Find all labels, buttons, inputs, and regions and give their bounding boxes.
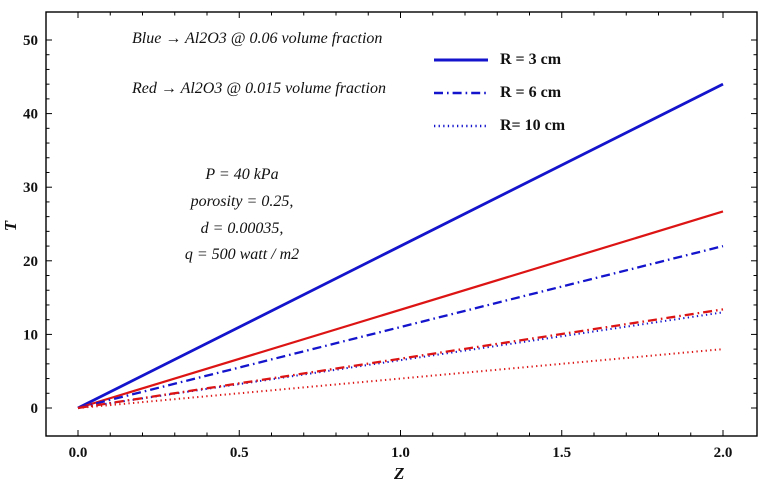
annotation-pressure: P = 40 kPa bbox=[205, 166, 279, 183]
legend-line-dotted-icon bbox=[434, 124, 488, 128]
y-tick-label: 50 bbox=[23, 33, 38, 49]
x-tick-label: 1.5 bbox=[552, 445, 571, 461]
y-tick-label: 40 bbox=[23, 107, 38, 123]
legend: R = 3 cm R = 6 cm R= 10 cm bbox=[432, 51, 566, 134]
plot-frame bbox=[45, 11, 758, 437]
legend-label-r6: R = 6 cm bbox=[500, 84, 562, 101]
x-tick-label: 0.5 bbox=[230, 445, 249, 461]
legend-label-r3: R = 3 cm bbox=[500, 51, 562, 68]
legend-label-r10: R= 10 cm bbox=[500, 117, 566, 134]
series-line-blue-r6-dashdot bbox=[77, 244, 724, 410]
series-line-blue-r3-solid bbox=[77, 82, 724, 410]
x-tick-label: 0.0 bbox=[69, 445, 88, 461]
y-axis-label: T bbox=[1, 220, 21, 232]
legend-item-r6: R = 6 cm bbox=[432, 84, 565, 101]
legend-item-r10: R= 10 cm bbox=[432, 117, 566, 134]
y-tick-label: 20 bbox=[23, 254, 38, 270]
x-tick-label: 2.0 bbox=[714, 445, 733, 461]
legend-item-r3: R = 3 cm bbox=[432, 51, 565, 68]
x-tick-label: 1.0 bbox=[391, 445, 410, 461]
y-tick-label: 30 bbox=[23, 180, 38, 196]
annotation-porosity: porosity = 0.25, bbox=[190, 193, 294, 210]
series-line-red-r6-dashdot bbox=[77, 308, 724, 410]
annotation-heat-flux: q = 500 watt / m2 bbox=[184, 246, 300, 263]
series-line-red-r3-solid bbox=[77, 210, 724, 410]
y-tick-label: 10 bbox=[23, 327, 38, 343]
annotation-d-value: d = 0.00035, bbox=[200, 220, 284, 237]
annotation-red-series: Red → Al2O3 @ 0.015 volume fraction bbox=[132, 80, 386, 97]
x-axis-label: Z bbox=[394, 464, 405, 483]
legend-line-dashdot-icon bbox=[434, 91, 488, 95]
annotation-blue-series: Blue → Al2O3 @ 0.06 volume fraction bbox=[132, 30, 383, 47]
series-line-blue-r10-dotted bbox=[77, 311, 724, 409]
y-tick-label: 0 bbox=[31, 401, 39, 417]
legend-line-solid-icon bbox=[434, 58, 488, 62]
